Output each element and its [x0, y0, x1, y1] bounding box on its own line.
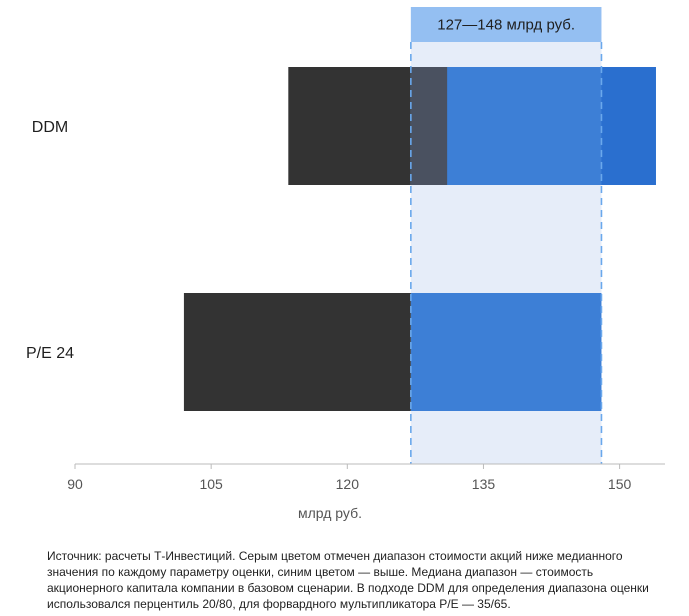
- bar-ddm-overlap-segment: [410, 67, 448, 185]
- bar-below-median-1: [183, 293, 411, 411]
- x-axis-title: млрд руб.: [298, 505, 362, 521]
- category-label-0: DDM: [32, 119, 68, 136]
- x-tick-label-90: 90: [67, 476, 83, 492]
- x-tick-label-105: 105: [199, 476, 223, 492]
- bar-above-median-1: [410, 293, 602, 411]
- median-range-label-box: [410, 7, 602, 42]
- x-tick-label-135: 135: [472, 476, 496, 492]
- bar-ddm-upper-segment: [601, 67, 656, 185]
- category-label-1: P/E 24: [26, 345, 74, 362]
- x-tick-label-150: 150: [608, 476, 632, 492]
- x-tick-label-120: 120: [336, 476, 360, 492]
- source-footnote: Источник: расчеты Т-Инвестиций. Серым цв…: [47, 549, 649, 611]
- range-bar-chart: 90 105 120 135 150 млрд руб. 127—148 млрд руб…: [26, 7, 665, 521]
- chart-area: 90 105 120 135 150 млрд руб. 127—148 млрд руб…: [26, 7, 665, 521]
- bar-below-median-0: [288, 67, 411, 185]
- median-range-label: 127—148 млрд руб.: [437, 17, 575, 34]
